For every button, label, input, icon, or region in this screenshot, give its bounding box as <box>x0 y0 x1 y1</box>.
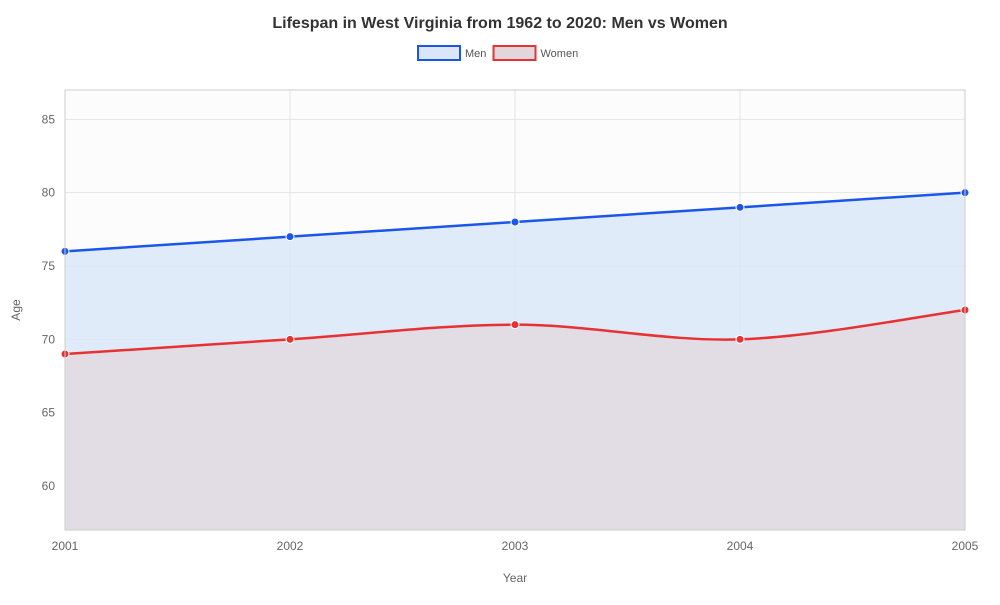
y-tick-label: 70 <box>42 332 56 346</box>
data-point <box>736 335 744 343</box>
y-tick-label: 65 <box>42 406 56 420</box>
data-point <box>511 321 519 329</box>
x-tick-label: 2003 <box>502 539 529 553</box>
x-tick-label: 2002 <box>277 539 304 553</box>
chart-container: 60 65 70 75 80 85 2001 2002 2003 2004 2005 Lifespan… <box>0 0 1000 600</box>
x-axis-label: Year <box>503 571 527 585</box>
legend-label: Men <box>465 48 486 60</box>
legend-item: Women <box>494 46 579 60</box>
legend-swatch <box>418 46 460 60</box>
x-tick-label: 2001 <box>52 539 79 553</box>
data-point <box>511 218 519 226</box>
y-tick-label: 80 <box>42 186 56 200</box>
data-point <box>286 335 294 343</box>
legend-label: Women <box>541 48 579 60</box>
y-tick-label: 85 <box>42 112 56 126</box>
chart-title: Lifespan in West Virginia from 1962 to 2… <box>272 15 727 32</box>
x-tick-label: 2005 <box>952 539 979 553</box>
y-axis-label: Age <box>9 299 23 321</box>
y-tick-label: 75 <box>42 259 56 273</box>
y-tick-label: 60 <box>42 479 56 493</box>
legend: Men Women <box>418 46 578 60</box>
data-point <box>736 203 744 211</box>
legend-item: Men <box>418 46 486 60</box>
x-tick-label: 2004 <box>727 539 754 553</box>
legend-swatch <box>494 46 536 60</box>
data-point <box>286 233 294 241</box>
chart-svg: 60 65 70 75 80 85 2001 2002 2003 2004 2005 Lifespan… <box>0 0 1000 600</box>
